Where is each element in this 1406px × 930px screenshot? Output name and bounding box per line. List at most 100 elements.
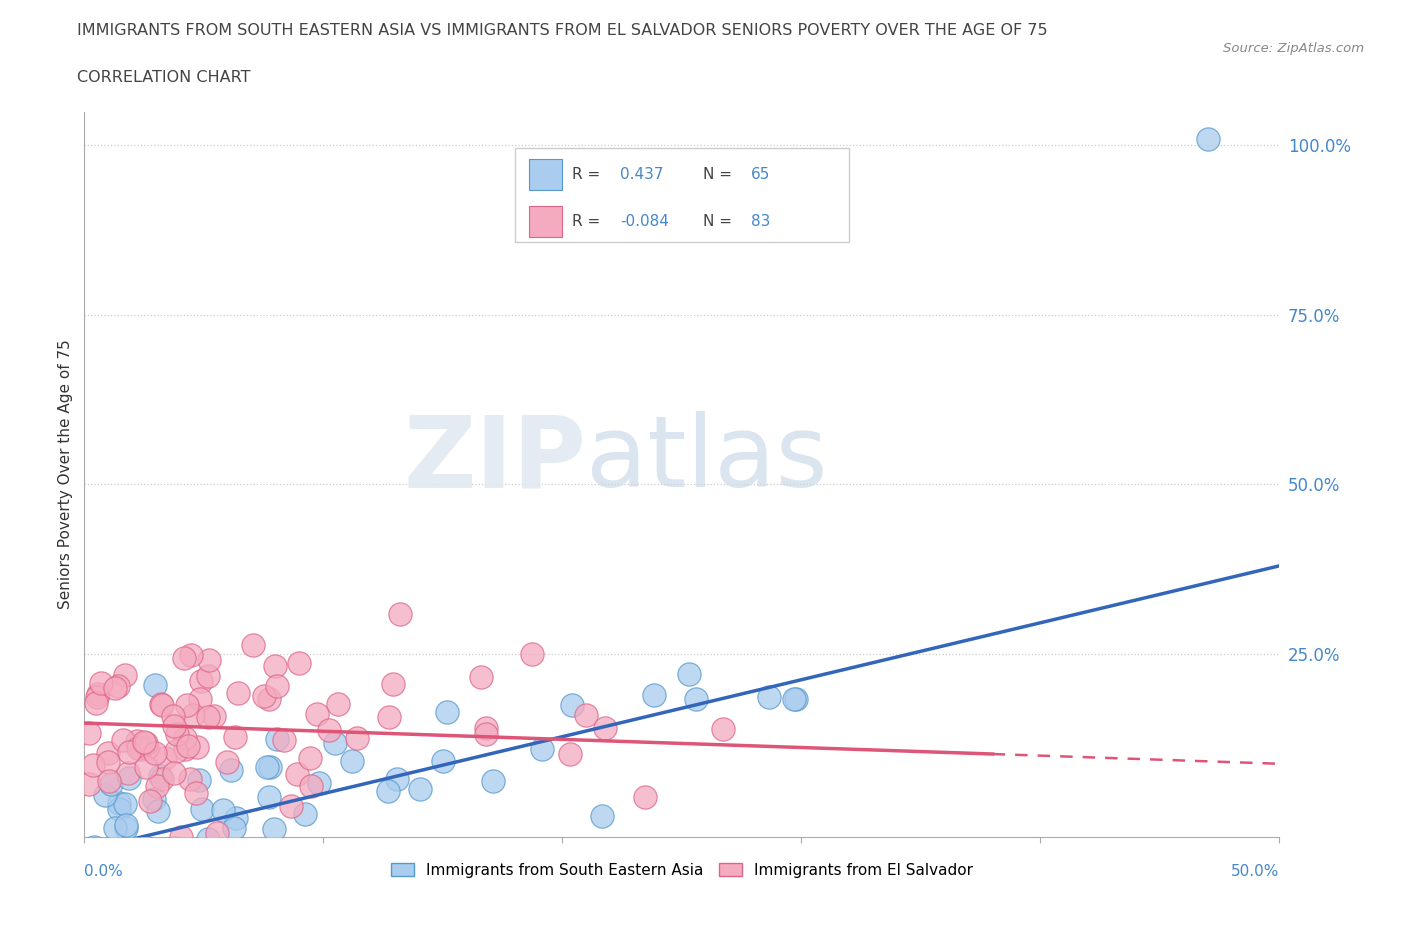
Point bbox=[678, 667, 700, 682]
Point bbox=[436, 705, 458, 720]
Y-axis label: Seniors Poverty Over the Age of 75: Seniors Poverty Over the Age of 75 bbox=[58, 339, 73, 609]
Point bbox=[263, 658, 285, 673]
Point bbox=[432, 753, 454, 768]
Text: N =: N = bbox=[703, 214, 737, 229]
Point bbox=[643, 687, 665, 702]
Point bbox=[162, 709, 184, 724]
Point bbox=[143, 746, 166, 761]
Point bbox=[135, 760, 157, 775]
Point bbox=[118, 771, 141, 786]
Point bbox=[150, 772, 173, 787]
Point bbox=[197, 669, 219, 684]
Point bbox=[593, 721, 616, 736]
Bar bbox=[529, 206, 562, 236]
Point bbox=[202, 709, 225, 724]
Text: CORRELATION CHART: CORRELATION CHART bbox=[77, 70, 250, 85]
Point bbox=[98, 774, 121, 789]
Point bbox=[163, 765, 186, 780]
Point bbox=[561, 698, 583, 712]
Point bbox=[388, 606, 411, 621]
Point bbox=[153, 897, 176, 912]
Point bbox=[758, 689, 780, 704]
Point bbox=[212, 803, 235, 817]
Point bbox=[87, 874, 110, 889]
Point bbox=[215, 755, 238, 770]
Point bbox=[346, 730, 368, 745]
Text: N =: N = bbox=[703, 166, 737, 181]
Point bbox=[326, 697, 349, 711]
Point bbox=[785, 692, 807, 707]
Point bbox=[97, 746, 120, 761]
Point bbox=[575, 708, 598, 723]
Text: 83: 83 bbox=[751, 214, 770, 229]
Point bbox=[163, 719, 186, 734]
Point bbox=[233, 922, 256, 930]
Point bbox=[299, 779, 322, 794]
Point bbox=[634, 790, 657, 804]
Point bbox=[179, 771, 201, 786]
Point bbox=[97, 755, 120, 770]
Point bbox=[114, 820, 136, 835]
Text: -0.084: -0.084 bbox=[620, 214, 669, 229]
Text: 0.437: 0.437 bbox=[620, 166, 664, 181]
Point bbox=[91, 880, 114, 895]
Point bbox=[558, 747, 581, 762]
Point bbox=[143, 678, 166, 693]
Point bbox=[146, 778, 169, 793]
Point bbox=[114, 797, 136, 812]
Point bbox=[104, 681, 127, 696]
Point bbox=[188, 692, 211, 707]
Point bbox=[149, 698, 172, 712]
Bar bbox=[529, 159, 562, 190]
Point bbox=[163, 841, 186, 856]
Point bbox=[266, 731, 288, 746]
Point bbox=[685, 692, 707, 707]
Point bbox=[783, 692, 806, 707]
Point bbox=[86, 689, 108, 704]
Point bbox=[100, 777, 122, 791]
Point bbox=[273, 733, 295, 748]
Point bbox=[117, 766, 139, 781]
Point bbox=[252, 688, 274, 703]
Point bbox=[143, 791, 166, 806]
Point bbox=[80, 855, 103, 870]
Point bbox=[1197, 131, 1219, 146]
Point bbox=[256, 760, 278, 775]
Point bbox=[77, 725, 100, 740]
Point bbox=[475, 721, 498, 736]
Text: IMMIGRANTS FROM SOUTH EASTERN ASIA VS IMMIGRANTS FROM EL SALVADOR SENIORS POVERT: IMMIGRANTS FROM SOUTH EASTERN ASIA VS IM… bbox=[77, 23, 1047, 38]
Point bbox=[188, 773, 211, 788]
Point bbox=[377, 784, 399, 799]
Point bbox=[149, 769, 172, 784]
Text: 50.0%: 50.0% bbox=[1232, 864, 1279, 879]
Point bbox=[84, 696, 107, 711]
Point bbox=[591, 809, 613, 824]
Point bbox=[86, 686, 108, 701]
Point bbox=[173, 867, 195, 882]
Point bbox=[470, 670, 492, 684]
Point bbox=[340, 753, 363, 768]
Point bbox=[146, 871, 169, 886]
Point bbox=[108, 795, 131, 810]
Text: ZIP: ZIP bbox=[404, 411, 586, 509]
Point bbox=[136, 740, 159, 755]
Point bbox=[285, 766, 308, 781]
Point bbox=[86, 849, 108, 864]
Point bbox=[197, 710, 219, 724]
FancyBboxPatch shape bbox=[515, 148, 849, 242]
Point bbox=[104, 821, 127, 836]
Point bbox=[288, 656, 311, 671]
Point bbox=[381, 676, 404, 691]
Point bbox=[166, 861, 188, 876]
Point bbox=[146, 804, 169, 818]
Point bbox=[82, 757, 104, 772]
Point bbox=[180, 647, 202, 662]
Point bbox=[174, 741, 197, 756]
Point bbox=[118, 895, 141, 910]
Point bbox=[482, 773, 505, 788]
Point bbox=[121, 871, 143, 886]
Text: 65: 65 bbox=[751, 166, 770, 181]
Point bbox=[224, 810, 246, 825]
Point bbox=[170, 830, 193, 844]
Point bbox=[259, 760, 281, 775]
